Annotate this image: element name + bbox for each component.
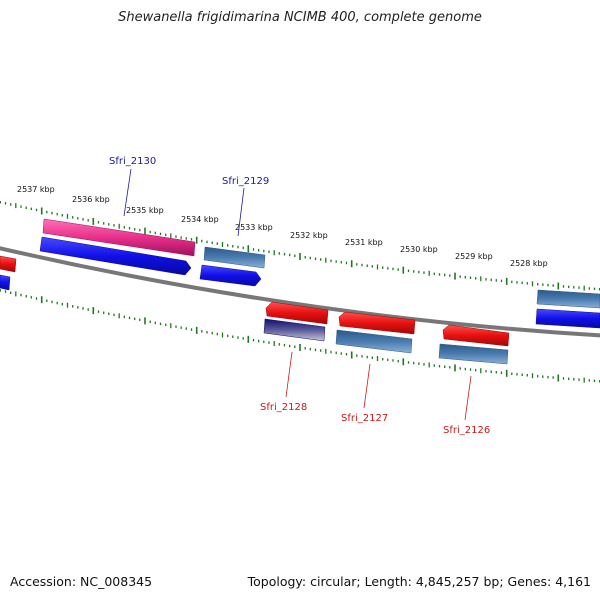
gene-reverse-cds[interactable] xyxy=(442,324,510,347)
genome-backbone xyxy=(0,246,600,338)
gene-label-sfri-2126[interactable]: Sfri_2126 xyxy=(443,425,490,436)
forward-strand-features xyxy=(0,218,600,329)
gene-sfri-2129[interactable] xyxy=(203,246,266,269)
scale-label: 2537 kbp xyxy=(17,185,55,194)
bottom-gene-labels: Sfri_2128 Sfri_2127 Sfri_2126 xyxy=(260,351,490,436)
gene-sfri-2130[interactable] xyxy=(42,218,196,257)
gene-sfri-2126[interactable] xyxy=(438,343,509,365)
gene-label-sfri-2129[interactable]: Sfri_2129 xyxy=(222,176,269,187)
scale-label: 2528 kbp xyxy=(510,259,548,268)
accession-text: Accession: NC_008345 xyxy=(10,574,153,589)
topology-summary: Topology: circular; Length: 4,845,257 bp… xyxy=(247,574,591,589)
gene-label-sfri-2128[interactable]: Sfri_2128 xyxy=(260,402,307,413)
scale-label: 2531 kbp xyxy=(345,238,383,247)
leader-line xyxy=(363,363,371,409)
gene-reverse-cds[interactable] xyxy=(0,255,17,273)
leader-line xyxy=(123,168,132,217)
leader-line xyxy=(464,375,472,421)
scale-label: 2535 kbp xyxy=(126,206,164,215)
gene-reverse-cds[interactable] xyxy=(338,311,416,335)
reverse-strand-features xyxy=(263,301,510,365)
gene-forward-cds[interactable] xyxy=(39,236,192,276)
scale-label: 2536 kbp xyxy=(72,195,110,204)
gene-forward-cds[interactable] xyxy=(199,264,262,287)
gene-sfri-2127[interactable] xyxy=(335,329,413,354)
gene-sfri-2128[interactable] xyxy=(263,318,326,342)
gene-steel[interactable] xyxy=(536,289,600,309)
map-title: Shewanella frigidimarina NCIMB 400, comp… xyxy=(118,10,482,25)
gene-forward-cds[interactable] xyxy=(535,308,600,329)
scale-label: 2534 kbp xyxy=(181,215,219,224)
scale-labels: 2537 kbp 2536 kbp 2535 kbp 2534 kbp 2533… xyxy=(17,185,548,268)
top-gene-labels: Sfri_2130 Sfri_2129 xyxy=(109,156,269,237)
inner-tick-ring xyxy=(0,289,600,383)
gene-reverse-cds[interactable] xyxy=(265,301,329,325)
scale-label: 2533 kbp xyxy=(235,223,273,232)
leader-line xyxy=(237,187,245,237)
gene-label-sfri-2130[interactable]: Sfri_2130 xyxy=(109,156,156,167)
gene-forward-cds[interactable] xyxy=(0,274,11,291)
leader-line xyxy=(285,351,293,398)
scale-label: 2532 kbp xyxy=(290,231,328,240)
scale-label: 2530 kbp xyxy=(400,245,438,254)
gene-label-sfri-2127[interactable]: Sfri_2127 xyxy=(341,413,388,424)
scale-label: 2529 kbp xyxy=(455,252,493,261)
